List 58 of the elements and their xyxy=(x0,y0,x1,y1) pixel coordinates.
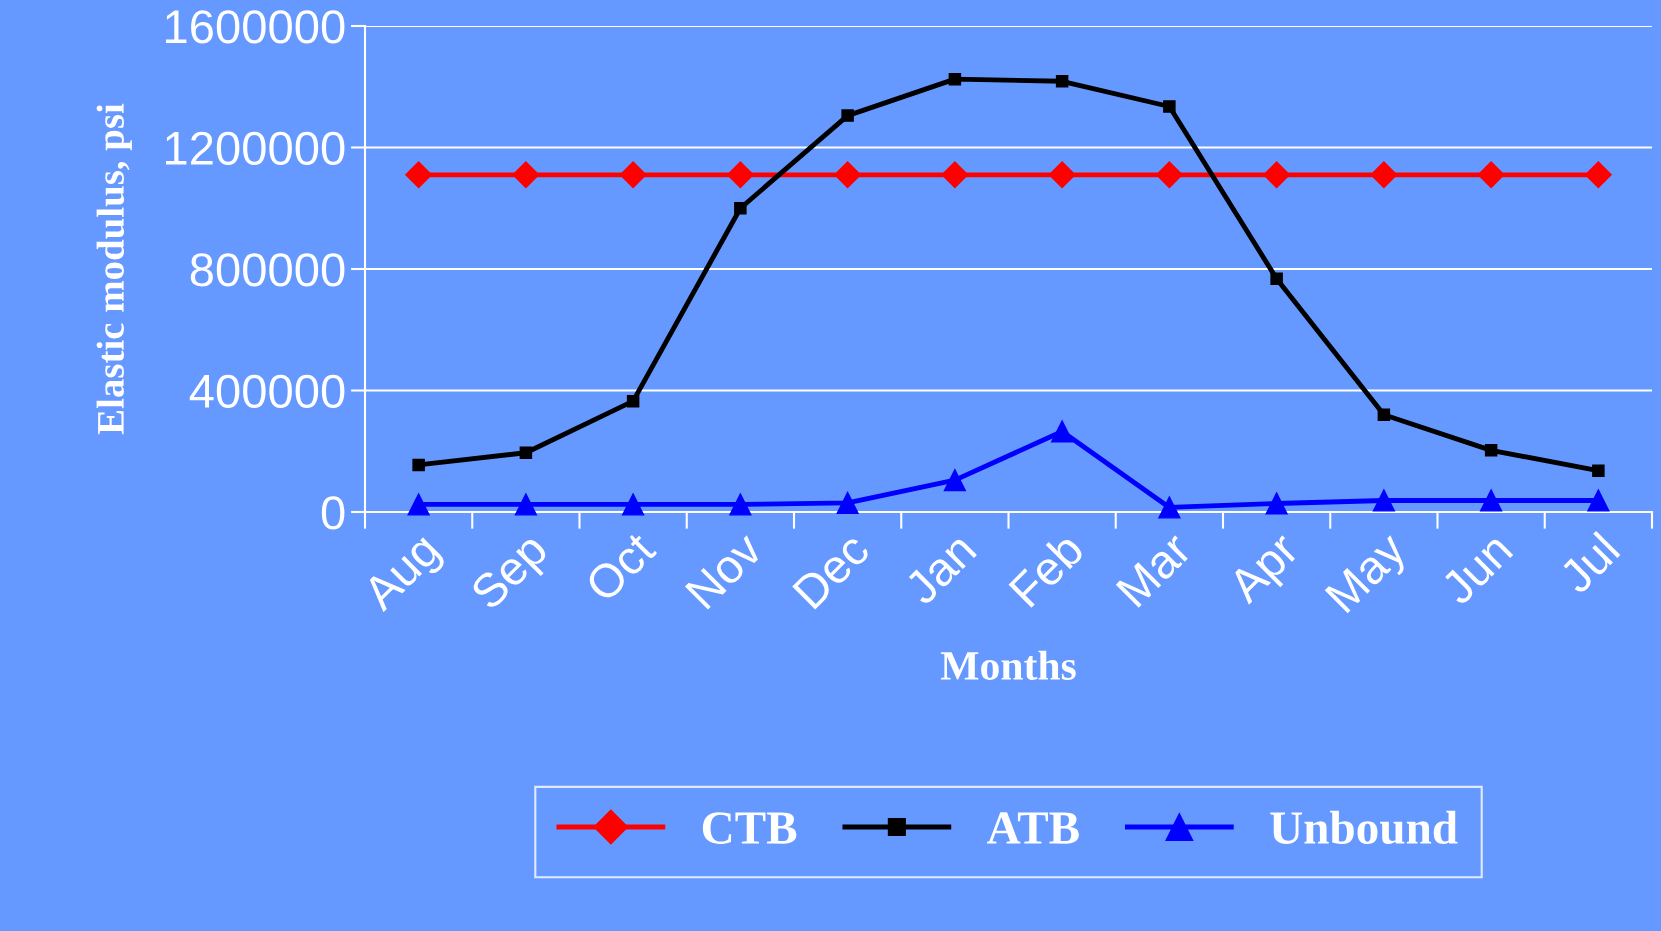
x-tick-label: May xyxy=(1324,529,1415,621)
x-tick-label: Feb xyxy=(1007,530,1086,608)
x-tick-label: Jun xyxy=(1439,532,1514,607)
point xyxy=(512,161,540,189)
point xyxy=(407,493,430,516)
point xyxy=(626,394,640,408)
y-tick-label: 0 xyxy=(321,496,345,530)
point xyxy=(1584,161,1612,189)
point xyxy=(1484,444,1498,457)
point xyxy=(729,493,752,516)
point xyxy=(1372,489,1395,512)
point xyxy=(1592,464,1605,477)
point xyxy=(948,72,962,86)
point xyxy=(412,458,425,472)
point xyxy=(1155,161,1183,189)
point xyxy=(1048,161,1076,189)
point xyxy=(1158,496,1181,519)
point xyxy=(1480,489,1503,512)
x-tick-label: Jul xyxy=(1556,530,1621,596)
point xyxy=(1163,100,1176,113)
y-axis-title: Elastic modulus, psi xyxy=(96,103,132,435)
y-tick-label: 1200000 xyxy=(166,131,345,166)
point xyxy=(1263,161,1291,189)
x-axis-title: Months xyxy=(940,650,1076,680)
point xyxy=(941,161,969,189)
point xyxy=(514,493,537,516)
point xyxy=(726,161,754,189)
y-tick-label: 800000 xyxy=(190,253,345,287)
point xyxy=(622,493,645,516)
point xyxy=(1477,161,1505,189)
point xyxy=(519,446,533,460)
point xyxy=(943,468,966,492)
point xyxy=(1051,420,1074,443)
point xyxy=(834,161,862,189)
x-tick-label: Jan xyxy=(902,532,978,607)
point xyxy=(619,161,647,189)
point xyxy=(1265,492,1288,515)
point xyxy=(734,201,747,215)
y-tick-label: 400000 xyxy=(189,374,345,409)
x-tick-label: Apr xyxy=(1225,530,1308,612)
point xyxy=(1370,161,1398,189)
point xyxy=(405,161,433,189)
point xyxy=(1587,489,1610,512)
point xyxy=(1270,272,1283,285)
x-tick-label: Sep xyxy=(468,530,556,618)
x-tick-label: Dec xyxy=(792,530,872,610)
point xyxy=(1377,408,1391,422)
x-tick-label: Oct xyxy=(583,529,658,604)
x-tick-label: Mar xyxy=(1115,530,1194,608)
point xyxy=(1055,75,1069,88)
point xyxy=(841,109,854,122)
y-tick-label: 1600000 xyxy=(166,10,345,44)
legend-label: CTB xyxy=(702,812,797,844)
legend-label: ATB xyxy=(987,812,1079,844)
legend-label: Unbound xyxy=(1270,810,1458,845)
point xyxy=(836,491,859,514)
x-tick-label: Aug xyxy=(360,532,448,620)
x-tick-label: Nov xyxy=(684,530,765,610)
